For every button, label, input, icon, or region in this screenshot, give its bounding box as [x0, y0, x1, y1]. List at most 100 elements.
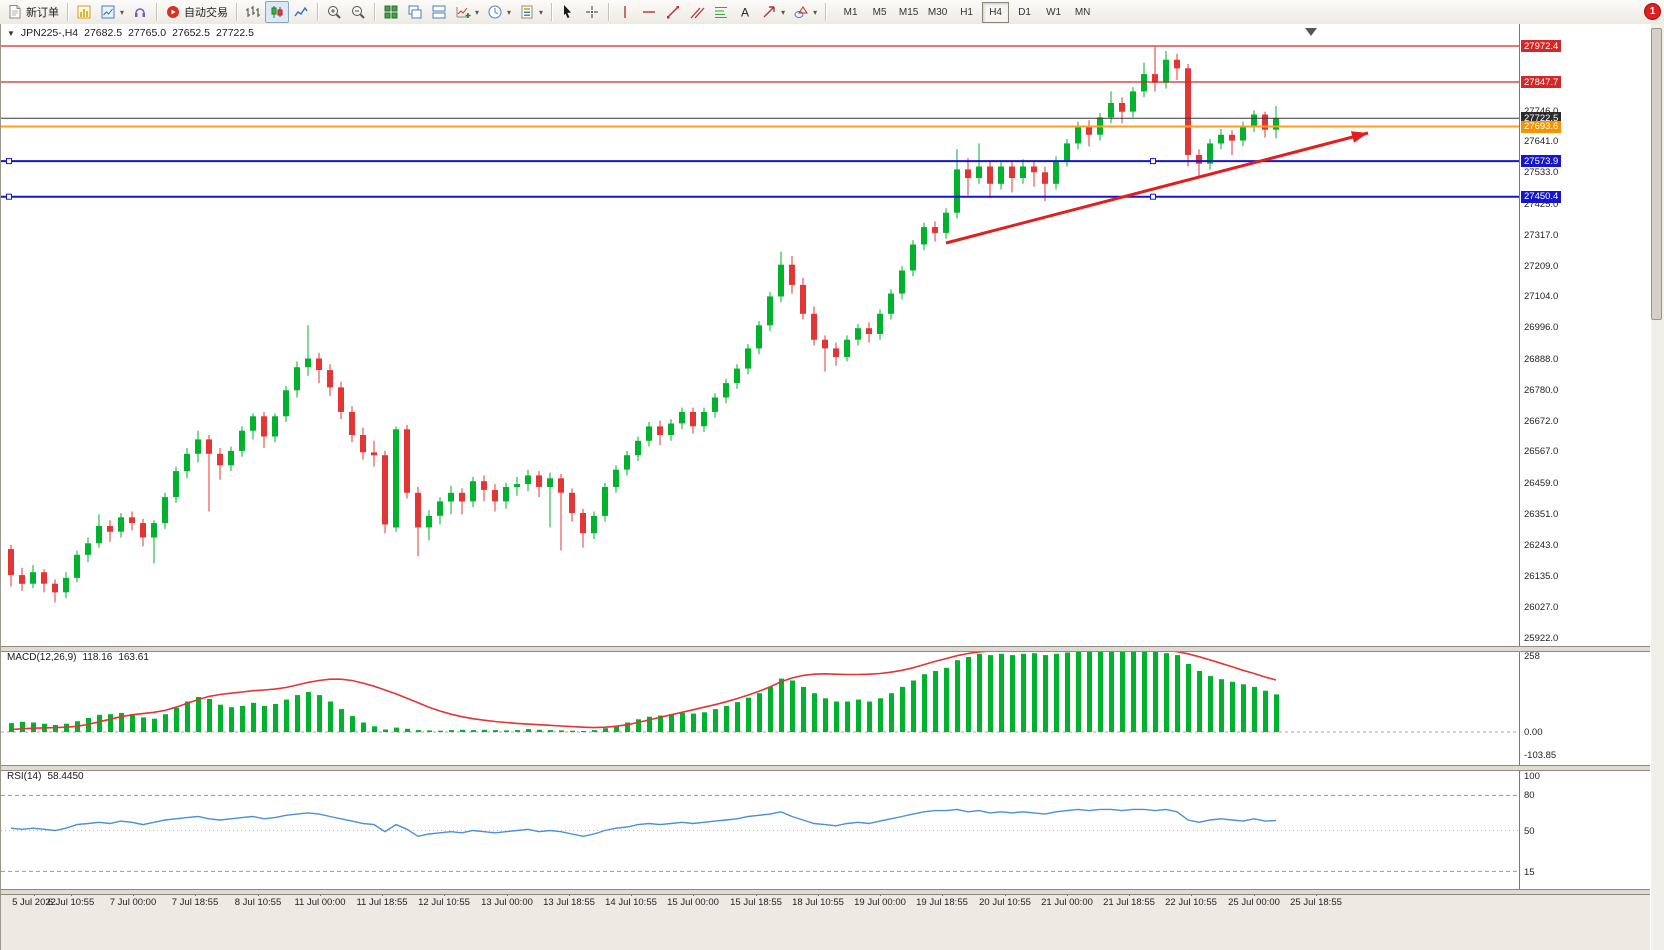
- macd-histogram-bar: [724, 705, 729, 732]
- vertical-line-tool-button[interactable]: [613, 1, 637, 23]
- line-handle[interactable]: [6, 158, 12, 165]
- templates-button[interactable]: ▾: [515, 1, 547, 23]
- macd-histogram-bar: [658, 715, 663, 732]
- cascade-windows-button[interactable]: [403, 1, 427, 23]
- pane-separator-rsi[interactable]: [1, 765, 1650, 771]
- bar-chart-type-button[interactable]: [241, 1, 265, 23]
- macd-histogram-bar: [1010, 655, 1015, 732]
- auto-trading-button[interactable]: 自动交易: [161, 1, 232, 23]
- channel-tool-button[interactable]: [685, 1, 709, 23]
- candle-body: [547, 478, 553, 487]
- macd-histogram-bar: [999, 653, 1004, 732]
- timeframe-button-h1[interactable]: H1: [960, 6, 973, 18]
- macd-histogram-bar: [592, 730, 597, 732]
- line-handle[interactable]: [1150, 193, 1156, 200]
- text-icon: A: [741, 6, 749, 20]
- candle-body: [1251, 114, 1257, 126]
- price-axis-tick: 26135.0: [1524, 571, 1559, 582]
- timeframe-button-mn[interactable]: MN: [1074, 6, 1091, 18]
- price-axis[interactable]: 27746.0 27641.0 27533.0 27425.0 27317.0 27209…: [1519, 24, 1651, 950]
- timeframe-button-h4[interactable]: H4: [982, 1, 1010, 23]
- macd-histogram-bar: [834, 701, 839, 732]
- macd-histogram-bar: [1054, 653, 1059, 732]
- candle-body: [1152, 74, 1158, 83]
- candle-body: [877, 313, 883, 334]
- arrows-tool-button[interactable]: ▾: [757, 1, 789, 23]
- rsi-scale-label: 80: [1524, 790, 1535, 802]
- fibonacci-tool-button[interactable]: [709, 1, 733, 23]
- zoom-in-button[interactable]: [322, 1, 346, 23]
- shapes-tool-button[interactable]: ▾: [789, 1, 821, 23]
- profiles-button[interactable]: ▾: [96, 1, 128, 23]
- trendline-tool-button[interactable]: [661, 1, 685, 23]
- text-tool-button[interactable]: A: [733, 1, 757, 23]
- candle-body: [448, 492, 454, 502]
- cursor-tool-button[interactable]: [556, 1, 580, 23]
- candle-chart-type-button[interactable]: [265, 1, 290, 23]
- periods-button[interactable]: ▾: [483, 1, 515, 23]
- notification-badge[interactable]: 1: [1644, 3, 1661, 20]
- line-chart-type-button[interactable]: [289, 1, 313, 23]
- line-handle[interactable]: [1150, 158, 1156, 165]
- pane-separator-macd[interactable]: [1, 646, 1650, 652]
- macd-histogram-bar: [141, 717, 146, 732]
- candle-body: [283, 390, 289, 417]
- dropdown-caret: ▾: [120, 7, 125, 17]
- macd-histogram-bar: [1043, 655, 1048, 732]
- tile-windows-button[interactable]: [379, 1, 403, 23]
- macd-histogram-bar: [1109, 651, 1114, 732]
- candle-body: [591, 515, 597, 534]
- candle-body: [140, 523, 146, 538]
- timeframe-button-m30[interactable]: M30: [927, 6, 948, 18]
- timeframe-toolbar: M1 M5 M15 M30 H1 H4 D1 W1 MN: [836, 1, 1097, 23]
- candle-body: [184, 453, 190, 472]
- auto-trading-label: 自动交易: [184, 7, 229, 19]
- arrange-windows-button[interactable]: [427, 1, 451, 23]
- new-order-button[interactable]: 新订单: [3, 1, 63, 23]
- trend-arrow-head[interactable]: [1351, 131, 1368, 143]
- candle-body: [822, 339, 828, 349]
- candle-body: [1031, 166, 1037, 173]
- timeframe-button-m1[interactable]: M1: [843, 6, 858, 18]
- macd-histogram-bar: [482, 729, 487, 732]
- timeframe-button-m5[interactable]: M5: [872, 6, 887, 18]
- chart-shift-marker[interactable]: [1305, 28, 1317, 36]
- zoom-out-icon: [352, 6, 365, 19]
- macd-histogram-bar: [493, 730, 498, 732]
- crosshair-tool-button[interactable]: [580, 1, 604, 23]
- price-axis-tick: 25922.0: [1524, 632, 1559, 644]
- rsi-scale-label: 15: [1524, 866, 1535, 878]
- collapse-arrow-icon[interactable]: ▼: [7, 28, 15, 38]
- time-axis[interactable]: 5 Jul 2022 6 Jul 10:55 7 Jul 00:00 7 Jul 18…: [1, 892, 1650, 950]
- macd-histogram-bar: [823, 698, 828, 732]
- zoom-out-button[interactable]: [346, 1, 370, 23]
- timeframe-button-w1[interactable]: W1: [1046, 6, 1062, 18]
- line-handle[interactable]: [6, 193, 12, 200]
- macd-histogram-bar: [306, 692, 311, 732]
- scrollbar-thumb[interactable]: [1651, 28, 1662, 320]
- candle-body: [305, 358, 311, 368]
- macd-histogram-bar: [152, 718, 157, 732]
- candle-body: [173, 471, 179, 498]
- candle-body: [371, 452, 377, 456]
- macd-histogram-bar: [449, 730, 454, 732]
- macd-scale-label: 0.00: [1524, 727, 1543, 738]
- candle-body: [338, 387, 344, 412]
- macd-histogram-bar: [229, 707, 234, 732]
- bar-chart-icon: [246, 6, 261, 17]
- macd-histogram-bar: [284, 699, 289, 732]
- market-watch-button[interactable]: [128, 1, 152, 23]
- toolbar-separator: [374, 3, 376, 21]
- timeframe-button-m15[interactable]: M15: [898, 6, 919, 18]
- macd-histogram-bar: [757, 693, 762, 732]
- macd-signal-line: [10, 650, 1277, 731]
- candle-body: [74, 554, 80, 578]
- shapes-icon: [794, 6, 809, 18]
- horizontal-line-tool-button[interactable]: [637, 1, 661, 23]
- indicators-button[interactable]: ▾: [451, 1, 483, 23]
- timeframe-button-d1[interactable]: D1: [1018, 6, 1031, 18]
- new-chart-button[interactable]: [72, 1, 96, 23]
- rsi-label-line: RSI(14) 58.4450: [7, 771, 84, 782]
- candle-body: [1130, 91, 1136, 112]
- trend-arrow-line[interactable]: [945, 131, 1369, 245]
